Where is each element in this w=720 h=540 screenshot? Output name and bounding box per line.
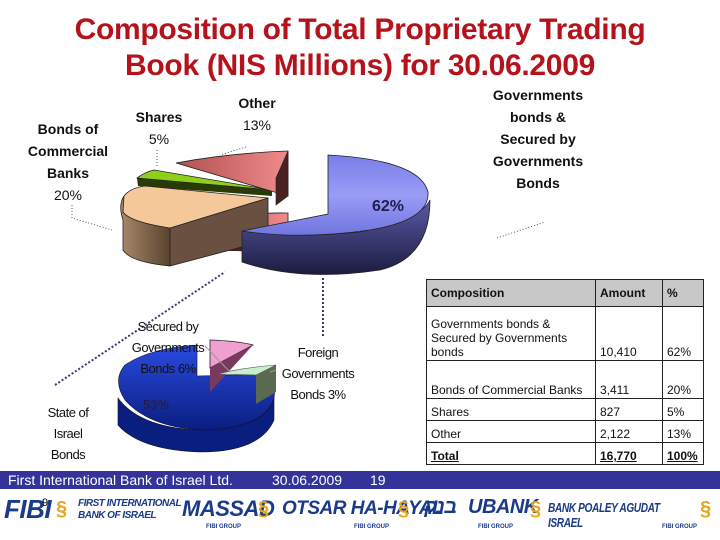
massad-group: FIBI GROUP (206, 524, 242, 530)
label-banks-l2: Commercial (27, 143, 109, 159)
ubank-group: FIBI GROUP (478, 524, 514, 530)
label-foreign-l1: Foreign (297, 345, 339, 360)
label-state-l2: Israel Bonds (50, 426, 86, 462)
label-banks-pct: 20% (53, 187, 83, 203)
table-header-row: Composition Amount % (426, 279, 704, 307)
label-shares-name: Shares (135, 109, 183, 125)
label-shares-pct: 5% (148, 131, 170, 147)
cell-amount: 10,410 (595, 306, 663, 361)
logo-poaley: BANK POALEY AGUDAT ISRAEL (548, 500, 660, 530)
cell-composition: Shares (426, 398, 596, 421)
coil-icon: § (56, 498, 68, 520)
label-other-pct: 13% (242, 117, 272, 133)
cell-pct: 5% (662, 398, 704, 421)
bank-logos-strip: FIBI § FIRST INTERNATIONAL BANK OF ISRAE… (0, 490, 720, 540)
label-foreign-l3: Bonds 3% (290, 387, 346, 402)
table-row: Other 2,122 13% (426, 420, 704, 443)
label-other: Other 13% (228, 92, 286, 136)
header-composition: Composition (426, 279, 596, 307)
cell-pct: 20% (662, 360, 704, 399)
label-secured: Secured by Governments Bonds 6% (128, 316, 208, 379)
logo-massad: MASSAD (182, 496, 275, 521)
label-secured-l3: Bonds 6% (140, 361, 196, 376)
poaley-group: FIBI GROUP (662, 524, 698, 530)
footer-company: First International Bank of Israel Ltd. (8, 472, 233, 488)
page-number-small: 9 (42, 497, 49, 509)
label-gov-l3: Secured by (500, 131, 576, 147)
coil-icon: § (258, 498, 270, 520)
table-row: Bonds of Commercial Banks 3,411 20% (426, 360, 704, 399)
label-banks: Bonds of Commercial Banks 20% (18, 118, 118, 206)
logo-fibi-text: FIRST INTERNATIONAL BANK OF ISRAEL (78, 498, 182, 522)
coil-icon: § (700, 498, 712, 520)
sub-pie (117, 339, 277, 453)
fibi-line-1: FIRST INTERNATIONAL (78, 498, 182, 509)
label-gov-l2: bonds & (510, 109, 566, 125)
logo-otsar: OTSAR HA-HAYAL (282, 498, 444, 519)
leader-lines (71, 146, 546, 239)
sub-leaders (204, 345, 277, 373)
logo-fibi: FIBI (4, 494, 52, 524)
slice-shares (135, 150, 289, 206)
cell-total-pct: 100% (662, 442, 704, 465)
logo-ubank: UBANK (468, 496, 538, 518)
cell-amount: 2,122 (595, 420, 663, 443)
cell-composition: Bonds of Commercial Banks (426, 360, 596, 399)
label-gov-l4: Governments (492, 153, 584, 169)
label-state-l1: State of (47, 405, 89, 420)
title-line-2: Book (NIS Millions) for 30.06.2009 (125, 49, 595, 82)
cell-total-label: Total (426, 442, 596, 465)
header-amount: Amount (595, 279, 663, 307)
cell-composition: Other (426, 420, 596, 443)
cell-amount: 827 (595, 398, 663, 421)
label-other-name: Other (238, 95, 276, 111)
label-banks-l1: Bonds of (37, 121, 99, 137)
cell-total-amount: 16,770 (595, 442, 663, 465)
label-state-pct: 53% (143, 397, 170, 412)
coil-icon: § (530, 498, 542, 520)
composition-table: Composition Amount % Governments bonds &… (426, 279, 704, 465)
otsar-group: FIBI GROUP (354, 524, 390, 530)
page-title: Composition of Total Proprietary Trading… (0, 12, 720, 84)
breakout-connectors (54, 271, 324, 386)
label-gov-l1: Governments (492, 87, 584, 103)
coil-icon: § (398, 498, 410, 520)
cell-pct: 13% (662, 420, 704, 443)
cell-composition: Governments bonds & Secured by Governmen… (426, 306, 596, 361)
footer-date: 30.06.2009 (272, 472, 343, 488)
label-banks-l3: Banks (46, 165, 90, 181)
title-line-1: Composition of Total Proprietary Trading (74, 13, 646, 46)
slice-banks (120, 185, 269, 267)
label-governments: Governments bonds & Secured by Governmen… (474, 84, 602, 194)
label-gov-l5: Bonds (516, 175, 560, 191)
cell-pct: 62% (662, 306, 704, 361)
slice-governments (241, 154, 431, 275)
table-row: Governments bonds & Secured by Governmen… (426, 306, 704, 361)
table-total-row: Total 16,770 100% (426, 442, 704, 465)
logo-ubank-hebrew: בנק (424, 496, 457, 518)
label-gov-pct: 62% (372, 198, 405, 215)
cell-amount: 3,411 (595, 360, 663, 399)
footer-page: 19 (370, 472, 386, 488)
footer-bar: First International Bank of Israel Ltd. … (0, 471, 720, 489)
label-secured-l1: Secured by (137, 319, 199, 334)
label-foreign: Foreign Governments Bonds 3% (278, 342, 358, 405)
label-state: State of Israel Bonds (38, 402, 98, 465)
header-pct: % (662, 279, 704, 307)
table-row: Shares 827 5% (426, 398, 704, 421)
label-secured-l2: Governments (131, 340, 205, 355)
fibi-line-2: BANK OF ISRAEL (78, 510, 157, 521)
label-foreign-l2: Governments (281, 366, 355, 381)
label-shares: Shares 5% (128, 106, 190, 150)
